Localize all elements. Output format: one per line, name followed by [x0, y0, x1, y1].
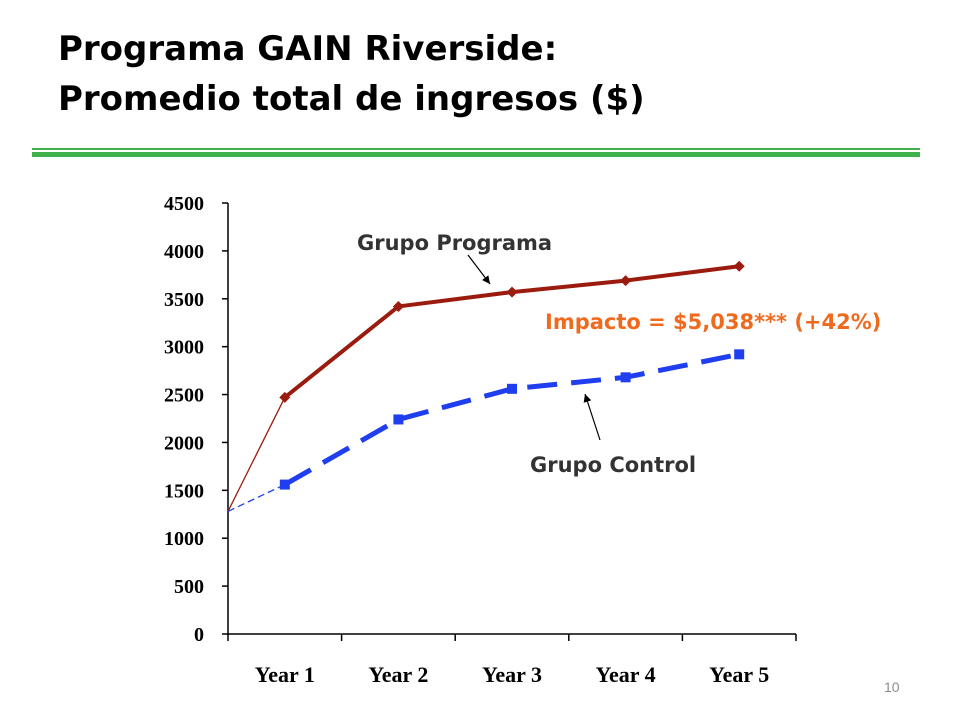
x-tick-label: Year 5 [709, 662, 769, 687]
data-point-programa [279, 391, 291, 403]
y-tick-label: 4000 [164, 241, 204, 263]
y-tick-label: 1500 [164, 480, 204, 502]
slide-title: Programa GAIN Riverside: Promedio total … [58, 24, 645, 124]
title-rule-thick [32, 152, 920, 157]
x-tick-label: Year 2 [368, 662, 428, 687]
chart-annotations: Grupo Programa Grupo Control Impacto = $… [357, 231, 881, 477]
y-tick-label: 0 [194, 624, 204, 646]
data-point-programa [620, 275, 632, 287]
control-arrow [583, 393, 601, 441]
y-tick-label: 1000 [164, 528, 204, 550]
series-start-connector [227, 483, 286, 512]
y-tick-label: 2500 [164, 385, 204, 407]
impact-annotation: Impacto = $5,038*** (+42%) [545, 310, 881, 334]
y-tick-label: 4500 [164, 193, 204, 215]
series-start-connector [227, 397, 286, 512]
data-point-control [393, 414, 404, 425]
data-point-control [507, 383, 517, 394]
data-point-programa [506, 286, 518, 298]
chart-axes: 0 500 1000 1500 2000 2500 3000 3500 4000 4500 Year… [164, 193, 797, 687]
programa-arrow [467, 254, 491, 285]
page-number: 10 [884, 679, 900, 695]
y-tick-label: 500 [174, 576, 204, 598]
control-annotation: Grupo Control [530, 453, 696, 477]
title-line-1: Programa GAIN Riverside: [58, 29, 558, 69]
y-tick-label: 2000 [164, 432, 204, 454]
x-tick-label: Year 4 [596, 662, 656, 687]
title-rule-thin [32, 148, 920, 150]
x-tick-label: Year 1 [255, 662, 315, 687]
x-tick-label: Year 3 [482, 662, 542, 687]
data-point-programa [733, 260, 745, 272]
data-point-control [620, 372, 631, 383]
data-point-control [734, 349, 745, 360]
data-point-programa [392, 300, 404, 312]
programa-annotation: Grupo Programa [357, 231, 552, 255]
y-tick-label: 3000 [164, 337, 204, 359]
chart-series [227, 260, 745, 512]
data-point-control [279, 479, 290, 490]
title-line-2: Promedio total de ingresos ($) [58, 79, 645, 119]
y-tick-label: 3500 [164, 289, 204, 311]
